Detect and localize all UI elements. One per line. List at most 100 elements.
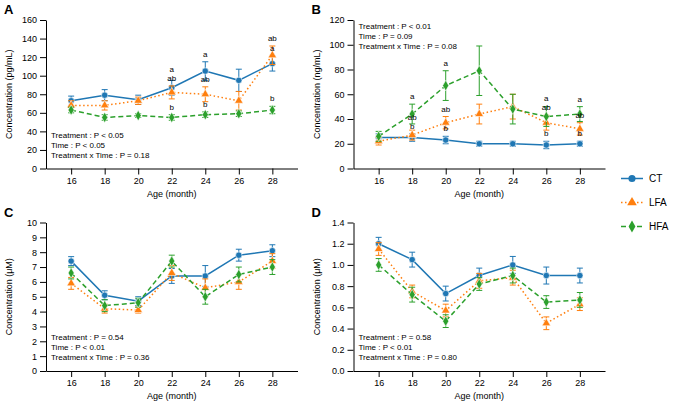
y-tick-mark [348, 371, 354, 372]
point [167, 268, 176, 275]
point [167, 87, 176, 94]
y-tick: 120 [329, 15, 353, 25]
point [68, 105, 74, 116]
significance-label: ab [441, 105, 450, 114]
x-axis-title: Age (month) [147, 189, 197, 199]
panel: 161820222426280.00.20.40.60.81.01.21.4Ag… [312, 205, 606, 402]
y-tick-mark [40, 20, 46, 21]
point [510, 104, 516, 115]
y-tick-mark [348, 119, 354, 120]
y-tick: 0.6 [332, 303, 354, 313]
x-tick-label: 26 [542, 176, 552, 186]
significance-label: b [170, 103, 175, 112]
x-tick-label: 18 [100, 176, 110, 186]
series-line [379, 244, 580, 294]
series-line [71, 251, 272, 301]
y-tick: 80 [334, 65, 353, 75]
error-bar [236, 249, 242, 261]
error-bar [135, 298, 141, 307]
y-tick-label: 60 [334, 90, 344, 100]
series-line [71, 55, 272, 105]
y-tick: 120 [22, 53, 46, 63]
x-axis-title: Age (month) [147, 391, 197, 401]
x-tick: 22 [167, 169, 177, 186]
error-bar [510, 268, 516, 283]
x-tick-label: 24 [201, 378, 211, 388]
stats-text: Treatment x Time : P = 0.18 [51, 151, 150, 160]
y-tick-label: 120 [329, 15, 344, 25]
x-tick: 16 [67, 169, 77, 186]
x-tick-label: 26 [234, 176, 244, 186]
y-tick: 5 [32, 292, 46, 302]
y-tick-label: 140 [22, 34, 37, 44]
x-tick: 26 [234, 371, 244, 388]
y-tick-mark [348, 144, 354, 145]
y-tick-label: 6 [32, 277, 37, 287]
y-tick-label: 40 [334, 114, 344, 124]
y-tick: 20 [27, 145, 46, 155]
error-bar [577, 141, 583, 146]
x-axis-title: Age (month) [454, 391, 504, 401]
point [443, 316, 449, 327]
y-tick-mark [40, 371, 46, 372]
x-tick-label: 28 [268, 378, 278, 388]
x-tick: 26 [542, 371, 552, 388]
x-tick: 20 [134, 169, 144, 186]
y-tick-mark [40, 39, 46, 40]
legend: CTLFAHFA [621, 173, 669, 232]
significance-label: a [544, 94, 549, 103]
error-bar [409, 287, 415, 302]
y-tick-label: 40 [27, 127, 37, 137]
y-tick-label: 2 [32, 337, 37, 347]
y-tick: 60 [334, 90, 353, 100]
y-tick: 100 [22, 71, 46, 81]
y-tick-mark [40, 150, 46, 151]
stats-text: Treatment : P = 0.54 [51, 333, 124, 342]
y-tick-label: 160 [22, 15, 37, 25]
significance-label: ab [201, 75, 210, 84]
significance-label: a [170, 65, 175, 74]
x-tick-mark [272, 169, 273, 175]
x-tick-label: 20 [441, 378, 451, 388]
x-tick: 26 [542, 169, 552, 186]
point [202, 68, 208, 74]
x-tick-label: 22 [167, 176, 177, 186]
annotations: Treatment : P < 0.05Time : P < 0.05Treat… [51, 34, 277, 160]
point [236, 252, 242, 258]
point [374, 244, 383, 251]
x-axis: 16182022242628 [47, 371, 299, 388]
x-tick-label: 24 [201, 176, 211, 186]
y-tick-mark [348, 265, 354, 266]
series-line [71, 261, 272, 310]
y-tick-mark [348, 20, 354, 21]
panel: 16182022242628012345678910Age (month)Con… [4, 205, 298, 402]
significance-label: a [443, 59, 448, 68]
y-tick-mark [40, 237, 46, 238]
x-tick: 22 [475, 169, 485, 186]
y-tick-label: 0.2 [332, 345, 345, 355]
y-tick-label: 0.6 [332, 303, 345, 313]
plot-area [67, 46, 277, 123]
x-tick: 24 [201, 371, 211, 388]
point [235, 96, 244, 103]
y-tick-mark [40, 76, 46, 77]
y-axis-title: Concentration (μM) [4, 258, 14, 335]
error-bar [443, 315, 449, 328]
y-tick-label: 0 [32, 164, 37, 174]
x-tick: 28 [268, 169, 278, 186]
x-tick-mark [239, 371, 240, 377]
x-tick: 18 [408, 169, 418, 186]
point [476, 279, 482, 290]
panel-title: A [4, 2, 14, 17]
stats-text: Treatment : P < 0.01 [359, 22, 432, 31]
error-bar [376, 131, 382, 141]
panel-title: D [312, 205, 321, 220]
y-tick-mark [40, 131, 46, 132]
error-bar [476, 141, 482, 146]
x-tick: 16 [67, 371, 77, 388]
y-tick-label: 0 [32, 366, 37, 376]
x-tick: 28 [575, 169, 585, 186]
y-tick-label: 1.2 [332, 239, 345, 249]
point [236, 108, 242, 119]
y-tick: 40 [27, 127, 46, 137]
